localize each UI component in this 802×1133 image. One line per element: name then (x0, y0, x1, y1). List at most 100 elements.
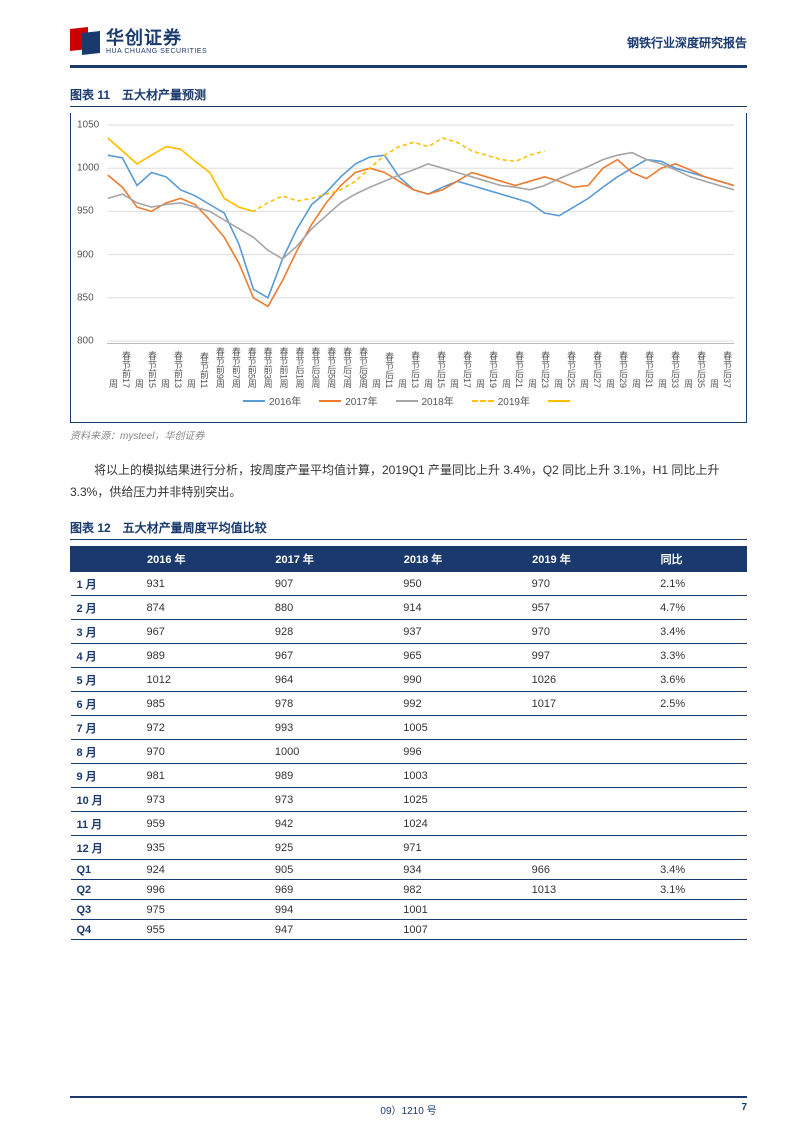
table-row: Q49559471007 (71, 920, 747, 940)
table-cell: 967 (269, 644, 397, 668)
table-cell: 935 (141, 836, 269, 860)
table-row: 7 月9729931005 (71, 716, 747, 740)
table-cell: 970 (526, 620, 654, 644)
x-tick: 春节后33周 (656, 344, 682, 388)
footer-center: 09）1210 号 (380, 1102, 436, 1117)
table-cell: 982 (397, 880, 525, 900)
table-cell: 3 月 (71, 620, 141, 644)
table-cell: 985 (141, 692, 269, 716)
table-header: 2016 年 (141, 547, 269, 572)
table-cell (654, 920, 746, 940)
x-tick: 春节后29周 (604, 344, 630, 388)
x-tick: 春节前13周 (159, 344, 185, 388)
logo-cn-text: 华创证券 (106, 29, 207, 48)
table-cell: 966 (526, 860, 654, 880)
table-cell: 957 (526, 596, 654, 620)
table-cell: 964 (269, 668, 397, 692)
table-cell (526, 764, 654, 788)
table-cell: 973 (141, 788, 269, 812)
table-cell: 905 (269, 860, 397, 880)
table-row: 11 月9599421024 (71, 812, 747, 836)
x-tick: 春节后9周 (354, 344, 370, 388)
table-cell (654, 836, 746, 860)
table-row: 8 月9701000996 (71, 740, 747, 764)
table-cell: 4 月 (71, 644, 141, 668)
legend-label: 2017年 (345, 393, 377, 408)
table-cell: 989 (269, 764, 397, 788)
table-row: 12 月935925971 (71, 836, 747, 860)
table-cell: 996 (397, 740, 525, 764)
table-cell: 928 (269, 620, 397, 644)
table-cell: 3.4% (654, 860, 746, 880)
table-cell: 7 月 (71, 716, 141, 740)
x-tick: 春节后15周 (422, 344, 448, 388)
figure-11-source: 资料来源：mysteel，华创证券 (70, 427, 747, 442)
table-cell: 1 月 (71, 572, 141, 596)
table-cell: 1026 (526, 668, 654, 692)
figure-12-title: 图表 12 五大材产量周度平均值比较 (70, 519, 747, 540)
table-cell: 2.1% (654, 572, 746, 596)
table-cell (654, 764, 746, 788)
logo-en-text: HUA CHUANG SECURITIES (106, 48, 207, 55)
x-tick: 春节后37周 (708, 344, 734, 388)
table-cell: 3.6% (654, 668, 746, 692)
legend-label: 2016年 (269, 393, 301, 408)
doc-type: 钢铁行业深度研究报告 (627, 34, 747, 51)
x-tick: 春节后27周 (578, 344, 604, 388)
figure-11-title: 图表 11 五大材产量预测 (70, 86, 747, 107)
y-tick: 1050 (77, 120, 99, 131)
table-cell: 959 (141, 812, 269, 836)
table-cell: 10 月 (71, 788, 141, 812)
x-tick: 春节后25周 (552, 344, 578, 388)
table-cell: 947 (269, 920, 397, 940)
x-tick: 春节前3周 (259, 344, 275, 388)
page-footer: 09）1210 号 7 (70, 1096, 747, 1113)
figure-11-chart: 80085090095010001050 春节前17周春节前15周春节前13周春… (70, 113, 747, 423)
y-tick: 900 (77, 249, 94, 260)
x-tick: 春节后3周 (306, 344, 322, 388)
table-cell: 965 (397, 644, 525, 668)
table-row: 1 月9319079509702.1% (71, 572, 747, 596)
legend-label: 2018年 (422, 393, 454, 408)
table-header: 2017 年 (269, 547, 397, 572)
table-cell: 11 月 (71, 812, 141, 836)
table-header: 同比 (654, 547, 746, 572)
table-cell: 1001 (397, 900, 525, 920)
legend-swatch-icon (472, 400, 494, 402)
figure-12-table: 2016 年2017 年2018 年2019 年同比1 月93190795097… (70, 546, 747, 940)
table-cell: 6 月 (71, 692, 141, 716)
table-cell: 973 (269, 788, 397, 812)
table-cell: 1005 (397, 716, 525, 740)
table-cell: 1025 (397, 788, 525, 812)
table-cell (526, 788, 654, 812)
page-number: 7 (741, 1102, 747, 1113)
table-cell: 9 月 (71, 764, 141, 788)
x-tick: 春节前1周 (275, 344, 291, 388)
table-row: Q39759941001 (71, 900, 747, 920)
x-tick: 春节后5周 (322, 344, 338, 388)
table-cell: 967 (141, 620, 269, 644)
table-cell (526, 920, 654, 940)
table-cell: 1024 (397, 812, 525, 836)
x-tick: 春节前11周 (185, 344, 211, 388)
chart-legend: 2016年2017年2018年2019年 (79, 389, 738, 408)
table-cell: 950 (397, 572, 525, 596)
legend-swatch-icon (396, 400, 418, 402)
x-tick: 春节前9周 (211, 344, 227, 388)
table-cell (654, 716, 746, 740)
table-cell (654, 812, 746, 836)
x-tick: 春节后7周 (338, 344, 354, 388)
y-tick: 800 (77, 336, 94, 347)
table-cell: 907 (269, 572, 397, 596)
table-cell: 975 (141, 900, 269, 920)
x-tick: 春节后11周 (370, 344, 396, 388)
table-cell: 874 (141, 596, 269, 620)
x-tick: 春节后31周 (630, 344, 656, 388)
table-cell: 5 月 (71, 668, 141, 692)
table-cell: Q3 (71, 900, 141, 920)
table-header (71, 547, 141, 572)
table-row: 2 月8748809149574.7% (71, 596, 747, 620)
table-cell: 997 (526, 644, 654, 668)
y-tick: 850 (77, 292, 94, 303)
x-tick: 春节后1周 (291, 344, 307, 388)
